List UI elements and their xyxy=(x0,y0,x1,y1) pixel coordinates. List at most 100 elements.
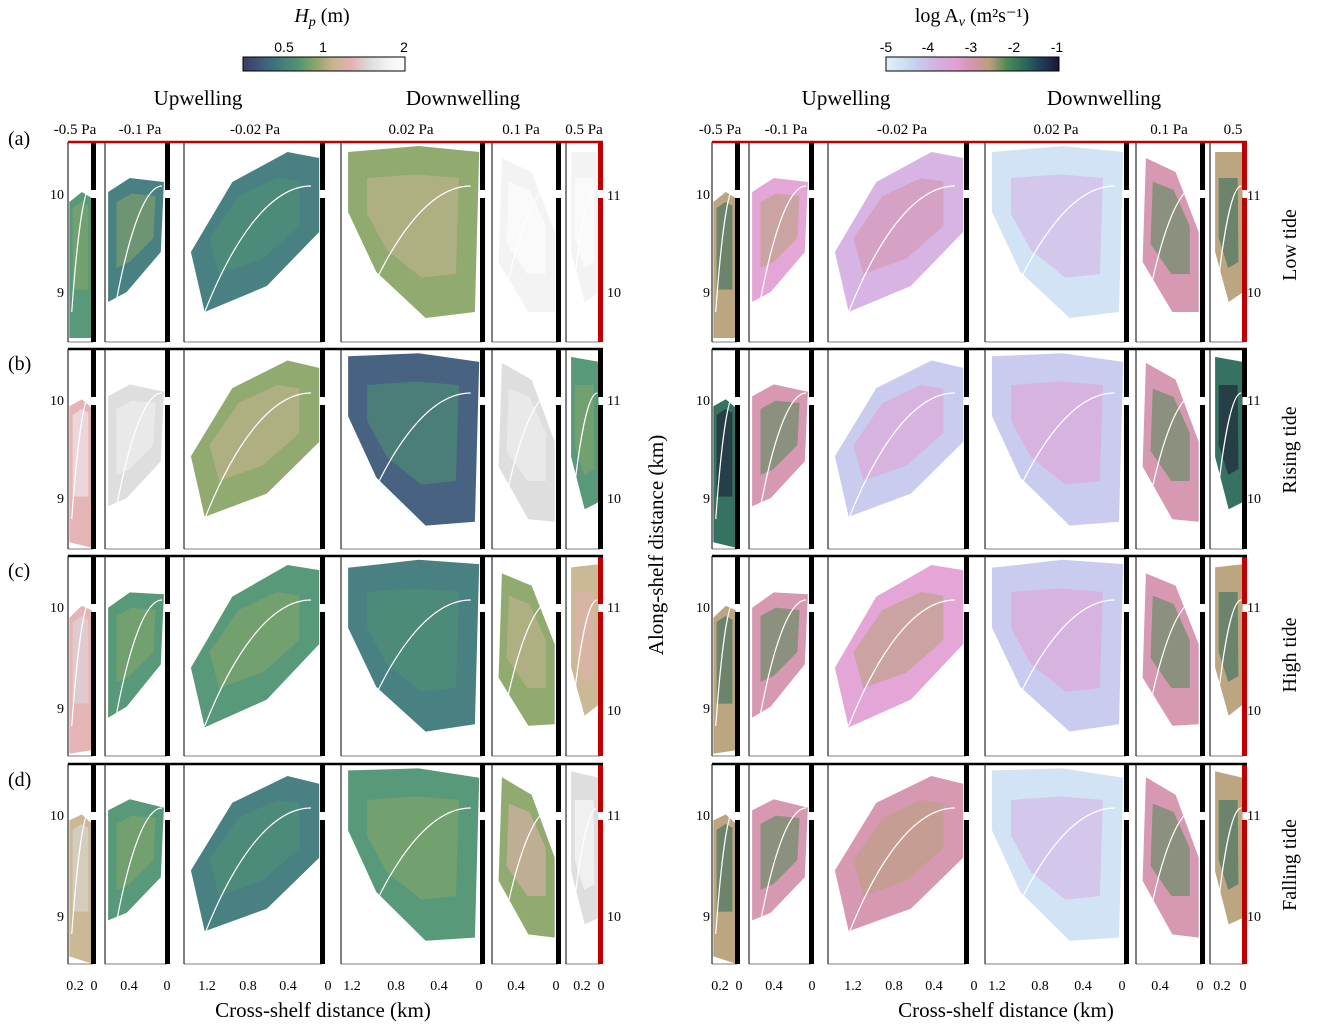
field-band-av-r3-c2 xyxy=(853,800,944,896)
coast-lower-hp-r1-c5 xyxy=(598,405,603,549)
coast-upper-hp-r1-c4 xyxy=(556,349,561,397)
isobath-hp-r2-c2 xyxy=(204,599,311,727)
isobath-hp-r3-c4 xyxy=(501,807,553,935)
panel-label-b: (b) xyxy=(8,353,31,375)
ytick-r-d-9: 9 xyxy=(703,910,710,925)
isobath-av-r1-c3 xyxy=(1005,392,1115,520)
xtick-l-3-0: 1.2 xyxy=(343,979,361,994)
field-band-hp-r3-c1 xyxy=(116,815,156,890)
isobath-av-r3-c4 xyxy=(1145,807,1197,935)
isobath-av-r0-c5 xyxy=(1214,185,1242,313)
isobath-hp-r1-c3 xyxy=(361,392,471,520)
isobath-hp-r0-c0 xyxy=(71,185,92,313)
xtick-r-3-0: 1.2 xyxy=(988,979,1006,994)
coast-lower-hp-r0-c1 xyxy=(165,198,170,342)
coast-upper-hp-r1-c3 xyxy=(480,349,485,397)
coast-upper-av-r1-c4 xyxy=(1200,349,1205,397)
coast-lower-hp-r0-c3 xyxy=(480,198,485,342)
xtick-l-3-1: 0.8 xyxy=(387,979,405,994)
xtick-r-4-1: 0 xyxy=(1197,979,1204,994)
isobath-hp-r3-c3 xyxy=(361,807,471,935)
stress-left-2: -0.02 Pa xyxy=(230,122,280,138)
colorbar-right-tick-2: -3 xyxy=(965,39,978,55)
ytick-rr-a-10: 10 xyxy=(1247,286,1261,301)
stress-right-2: -0.02 Pa xyxy=(877,122,927,138)
isobath-av-r0-c3 xyxy=(1005,185,1115,313)
isobath-av-r0-c4 xyxy=(1145,185,1197,313)
xtick-r-5-0: 0.2 xyxy=(1213,979,1231,994)
ytick-lr-a-11: 11 xyxy=(607,189,620,204)
ytick-lr-b-11: 11 xyxy=(607,394,620,409)
xtick-r-1-0: 0.4 xyxy=(765,979,783,994)
ytick-l-c-10: 10 xyxy=(50,601,64,616)
coast-lower-hp-r0-c4 xyxy=(556,198,561,342)
coast-lower-hp-r1-c2 xyxy=(320,405,325,549)
ytick-lr-d-10: 10 xyxy=(607,910,621,925)
coast-upper-av-r0-c2 xyxy=(964,142,969,190)
coast-lower-av-r0-c2 xyxy=(964,198,969,342)
field-band-hp-r1-c3 xyxy=(367,381,459,485)
ytick-l-d-10: 10 xyxy=(50,809,64,824)
ytick-l-d-9: 9 xyxy=(57,910,64,925)
colorbar-right-title: log Av (m²s⁻¹) xyxy=(915,5,1029,30)
isobath-av-r3-c2 xyxy=(848,807,955,935)
isobath-hp-r3-c0 xyxy=(71,807,92,935)
field-band-av-r0-c2 xyxy=(853,178,944,274)
isobath-hp-r0-c1 xyxy=(113,185,163,313)
isobath-av-r2-c5 xyxy=(1214,599,1242,727)
colorbar-right-tick-0: -5 xyxy=(880,39,893,55)
coast-upper-hp-r0-c1 xyxy=(165,142,170,190)
isobath-hp-r1-c4 xyxy=(501,392,553,520)
isobath-hp-r3-c5 xyxy=(570,807,598,935)
ytick-r-b-9: 9 xyxy=(703,492,710,507)
coast-lower-hp-r1-c3 xyxy=(480,405,485,549)
xtick-l-5-1: 0 xyxy=(598,979,605,994)
field-band-av-r3-c3 xyxy=(1011,796,1103,900)
coast-upper-av-r0-c4 xyxy=(1200,142,1205,190)
coast-upper-hp-r2-c5 xyxy=(598,556,603,604)
coast-lower-av-r2-c2 xyxy=(964,612,969,756)
xtick-r-4-0: 0.4 xyxy=(1151,979,1169,994)
isobath-av-r3-c0 xyxy=(715,807,736,935)
coast-upper-hp-r1-c1 xyxy=(165,349,170,397)
coast-upper-hp-r2-c3 xyxy=(480,556,485,604)
coast-upper-av-r3-c4 xyxy=(1200,764,1205,812)
ytick-r-c-10: 10 xyxy=(696,601,710,616)
ytick-r-a-10: 10 xyxy=(696,188,710,203)
field-band-hp-r1-c1 xyxy=(116,400,156,475)
coast-upper-av-r0-c0 xyxy=(735,142,740,190)
coast-lower-av-r2-c0 xyxy=(735,612,740,756)
downwelling-label-right: Downwelling xyxy=(1047,86,1162,110)
field-band-hp-r2-c3 xyxy=(367,588,459,692)
coast-lower-hp-r3-c3 xyxy=(480,820,485,964)
coast-lower-hp-r1-c4 xyxy=(556,405,561,549)
xtick-l-3-2: 0.4 xyxy=(430,979,448,994)
coast-upper-av-r2-c3 xyxy=(1124,556,1129,604)
isobath-hp-r0-c3 xyxy=(361,185,471,313)
isobath-av-r2-c2 xyxy=(848,599,955,727)
coast-upper-av-r1-c0 xyxy=(735,349,740,397)
xtick-l-2-3: 0 xyxy=(325,979,332,994)
coast-upper-hp-r2-c4 xyxy=(556,556,561,604)
field-band-hp-r0-c2 xyxy=(209,178,300,274)
isobath-hp-r0-c5 xyxy=(570,185,598,313)
isobath-av-r2-c3 xyxy=(1005,599,1115,727)
field-band-av-r2-c1 xyxy=(760,607,800,682)
coast-lower-hp-r3-c4 xyxy=(556,820,561,964)
xtick-r-5-1: 0 xyxy=(1240,979,1247,994)
field-band-av-r1-c1 xyxy=(760,400,800,475)
coast-upper-av-r2-c2 xyxy=(964,556,969,604)
tide-label-rising: Rising tide xyxy=(1279,406,1301,493)
xtick-l-2-0: 1.2 xyxy=(198,979,216,994)
coast-lower-av-r1-c0 xyxy=(735,405,740,549)
coast-lower-hp-r2-c5 xyxy=(598,612,603,756)
ytick-r-d-10: 10 xyxy=(696,809,710,824)
xtick-r-2-1: 0.8 xyxy=(885,979,903,994)
ytick-rr-b-11: 11 xyxy=(1247,394,1260,409)
coast-upper-hp-r3-c4 xyxy=(556,764,561,812)
isobath-hp-r3-c2 xyxy=(204,807,311,935)
ytick-r-a-9: 9 xyxy=(703,286,710,301)
ytick-l-b-10: 10 xyxy=(50,394,64,409)
field-band-hp-r0-c0 xyxy=(72,202,89,290)
